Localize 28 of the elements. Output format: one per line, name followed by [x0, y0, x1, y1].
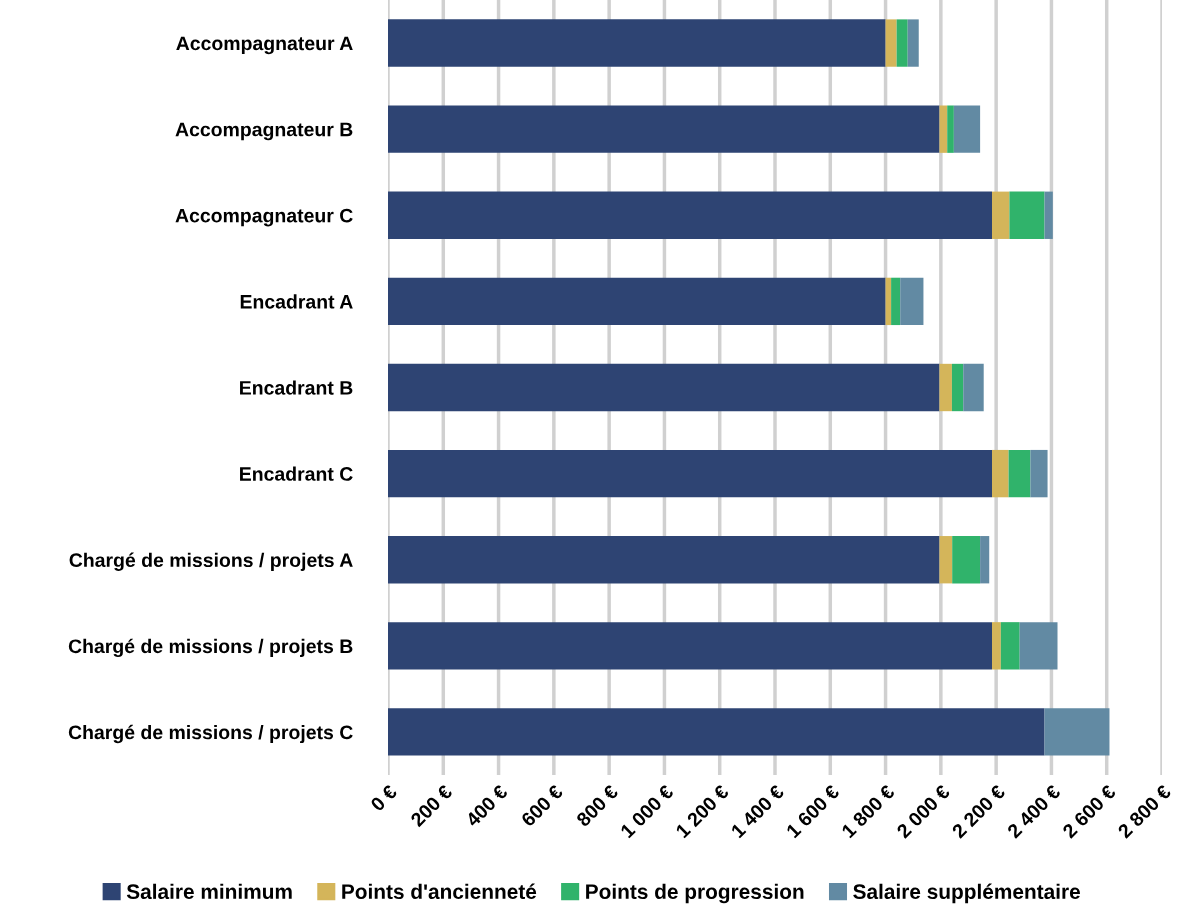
legend-label: Salaire minimum	[126, 883, 292, 900]
y-tick-label: Encadrant C	[240, 466, 353, 481]
x-tick-label: 1 000 €	[619, 783, 675, 839]
x-tick-label: 200 €	[409, 783, 454, 828]
legend-label: Points de progression	[586, 883, 804, 904]
y-tick-label: Chargé de missions / projets C	[68, 724, 353, 744]
x-tick-label: 600 €	[520, 783, 564, 828]
y-tick-label: Accompagnateur A	[176, 36, 353, 55]
x-tick-label: 400 €	[464, 783, 509, 828]
x-tick-label: 2 600 €	[1061, 783, 1117, 839]
y-tick-label: Encadrant B	[240, 380, 353, 395]
y-tick-label: Accompagnateur B	[175, 122, 353, 141]
x-tick-label: 1 400 €	[730, 783, 785, 839]
y-tick-label: Chargé de missions / projets A	[69, 552, 353, 571]
legend-label: Points d'ancienneté	[342, 883, 537, 900]
x-tick-label: 800 €	[575, 783, 619, 828]
y-tick-label: Chargé de missions / projets B	[68, 638, 353, 658]
x-tick-label: 2 200 €	[951, 783, 1007, 839]
x-tick-label: 1 800 €	[840, 783, 896, 839]
x-tick-label: 2 800 €	[1116, 783, 1172, 839]
x-tick-label: 1 600 €	[785, 783, 841, 839]
y-tick-label: Accompagnateur C	[175, 208, 353, 227]
x-tick-label: 2 400 €	[1006, 783, 1062, 839]
x-tick-label: 0 €	[369, 783, 398, 812]
x-tick-label: 1 200 €	[675, 783, 730, 839]
x-tick-label: 2 000 €	[895, 783, 951, 839]
legend-label: Salaire supplémentaire	[853, 883, 1080, 904]
y-tick-label: Encadrant A	[240, 294, 353, 309]
